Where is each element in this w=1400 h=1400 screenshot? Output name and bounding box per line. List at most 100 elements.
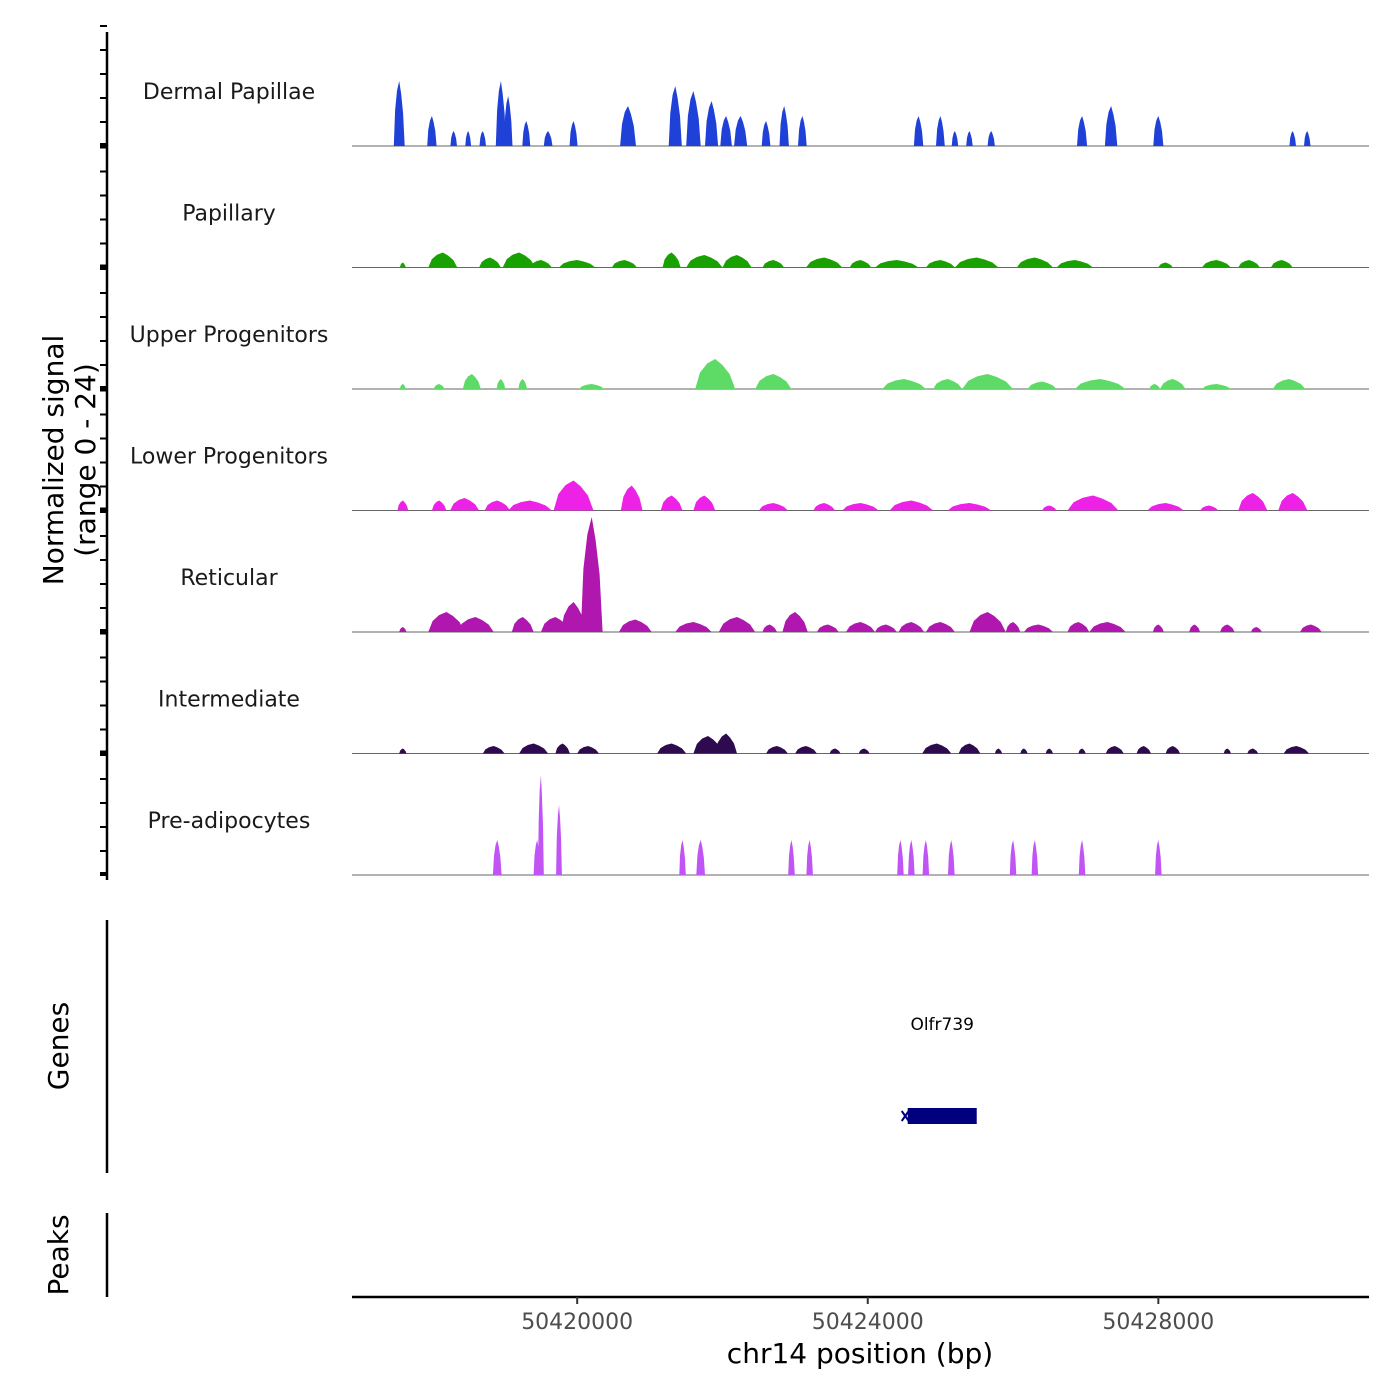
coverage-tracks: Dermal Papillae Papillary Upper Progenitor…: [130, 80, 1369, 876]
coverage-peak: [496, 379, 506, 389]
coverage-peak: [462, 374, 481, 389]
coverage-peak: [788, 840, 795, 875]
coverage-peak: [922, 840, 930, 875]
coverage-peak: [686, 255, 723, 268]
coverage-peak: [1201, 384, 1231, 389]
coverage-peak: [579, 384, 605, 389]
track-upper-progenitors: Upper Progenitors: [130, 323, 1369, 390]
coverage-peak: [522, 121, 531, 146]
coverage-peak: [580, 517, 603, 632]
coverage-peak: [1220, 624, 1235, 632]
coverage-peak: [875, 624, 897, 632]
coverage-peak: [1074, 379, 1126, 389]
coverage-peak: [1247, 748, 1259, 754]
coverage-peak: [1238, 493, 1268, 511]
coverage-peak: [715, 733, 737, 754]
coverage-peak: [1104, 106, 1118, 146]
coverage-peak: [560, 602, 587, 632]
coverage-peak: [428, 252, 458, 268]
coverage-peak: [1147, 503, 1184, 511]
coverage-peak: [782, 612, 808, 632]
coverage-peak: [511, 617, 534, 632]
coverage-peak: [1223, 748, 1231, 754]
coverage-peak: [1149, 384, 1161, 389]
coverage-peak: [611, 260, 638, 268]
coverage-peak: [1045, 748, 1053, 754]
coverage-peak: [479, 257, 501, 268]
coverage-peak: [482, 746, 505, 754]
coverage-peak: [1158, 262, 1173, 268]
coverage-peak: [519, 743, 549, 754]
coverage-peak: [569, 121, 578, 146]
coverage-peak: [806, 840, 813, 875]
track-label: Reticular: [180, 566, 278, 591]
coverage-peak: [958, 743, 981, 754]
coverage-peak: [693, 495, 716, 511]
coverage-peak: [538, 775, 544, 875]
coverage-peak: [428, 612, 465, 632]
coverage-peak: [1270, 260, 1293, 268]
genes-track-label: Genes: [42, 1002, 75, 1090]
coverage-peak: [954, 257, 999, 268]
coverage-peak: [1077, 116, 1088, 146]
coverage-peak: [779, 106, 789, 146]
coverage-peak: [479, 131, 486, 146]
coverage-peak: [897, 840, 904, 875]
coverage-peak: [966, 131, 973, 146]
x-axis: 50420000 50424000 50428000: [352, 1295, 1369, 1335]
coverage-peak: [1278, 493, 1308, 511]
coverage-peak: [816, 624, 839, 632]
coverage-peak: [882, 379, 926, 389]
coverage-peak: [1153, 116, 1164, 146]
coverage-peak: [543, 131, 553, 146]
coverage-peak: [758, 503, 788, 511]
coverage-peak: [842, 503, 879, 511]
coverage-peak: [1152, 624, 1164, 632]
coverage-peak: [660, 495, 683, 511]
coverage-peak: [1289, 131, 1296, 146]
coverage-peak: [1251, 627, 1262, 632]
coverage-peak: [936, 116, 945, 146]
coverage-peak: [948, 840, 955, 875]
coverage-peak: [450, 131, 457, 146]
coverage-peak: [755, 374, 792, 389]
coverage-peak: [1089, 622, 1126, 632]
coverage-peak: [846, 622, 875, 632]
track-intermediate: Intermediate: [158, 688, 1369, 754]
coverage-peak: [696, 840, 705, 875]
coverage-peak: [705, 101, 719, 146]
y-axis-title-line2: (range 0 - 24): [69, 363, 102, 557]
track-pre-adipocytes: Pre-adipocytes: [148, 775, 1369, 876]
coverage-peak: [795, 746, 817, 754]
coverage-peak: [1272, 379, 1306, 389]
coverage-peak: [1067, 495, 1119, 511]
coverage-peak: [829, 748, 841, 754]
coverage-peak: [987, 131, 995, 146]
coverage-peak: [503, 96, 513, 146]
coverage-peak: [427, 116, 437, 146]
coverage-peak: [399, 748, 407, 754]
gene-body: [907, 1108, 977, 1124]
gene-label: Olfr739: [910, 1015, 974, 1035]
coverage-peak: [925, 622, 955, 632]
coverage-peak: [761, 121, 771, 146]
x-axis-tick-label: 50428000: [1102, 1310, 1214, 1335]
coverage-peak: [484, 500, 510, 511]
coverage-peak: [695, 359, 736, 389]
gene-strand-icon: [900, 1110, 910, 1122]
coverage-peak: [1283, 746, 1310, 754]
coverage-peak: [465, 131, 472, 146]
coverage-peak: [1009, 840, 1017, 875]
coverage-peak: [518, 379, 528, 389]
coverage-peak: [619, 619, 652, 632]
coverage-peak: [668, 86, 682, 146]
coverage-peak: [1016, 257, 1053, 268]
coverage-peak: [766, 746, 788, 754]
coverage-peak: [1165, 746, 1181, 754]
coverage-peak: [1027, 381, 1057, 389]
coverage-peak: [1155, 840, 1162, 875]
coverage-peak: [399, 627, 407, 632]
coverage-peak: [813, 503, 836, 511]
coverage-peak: [508, 500, 552, 511]
gene-olfr739: Olfr739: [900, 1015, 977, 1124]
